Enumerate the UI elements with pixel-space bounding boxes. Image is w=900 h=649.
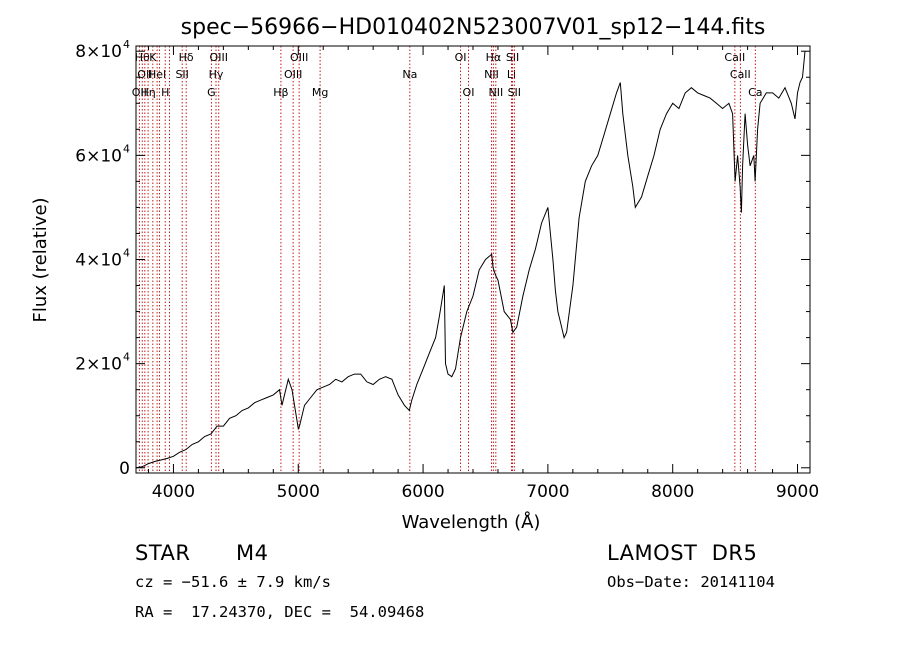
x-tick-label: 5000 [277, 482, 320, 502]
line-marker-label: Ca [748, 86, 762, 99]
x-tick-label: 4000 [152, 482, 195, 502]
line-marker-label: G [207, 86, 216, 99]
line-marker-label: H [161, 86, 169, 99]
line-marker-label: Hθ [135, 51, 150, 64]
y-tick-label: 0 [119, 459, 130, 479]
y-axis: 02×10 44×10 46×10 48×10 4 [75, 38, 810, 479]
line-marker-label: Hη [140, 86, 155, 99]
y-axis-label: Flux (relative) [30, 197, 51, 322]
object-class: STAR [135, 541, 191, 565]
line-marker-label: SII [506, 51, 519, 64]
line-marker-label: HeI [148, 68, 166, 81]
y-tick-label: 8×10 [75, 42, 122, 62]
line-marker-label: NII [488, 86, 503, 99]
spectrum-series-line [135, 51, 806, 469]
chart-title: spec−56966−HD010402N523007V01_sp12−144.f… [181, 15, 766, 40]
line-marker-label: OIII [210, 51, 228, 64]
line-marker-label: Hβ [273, 86, 288, 99]
line-marker-label: OII [137, 68, 152, 81]
line-markers-group: OIIHθOIIHηKHeIHSIIHδGHγOIIIHβOIIIOIIIMgN… [132, 46, 763, 473]
y-tick-label: 6×10 [75, 146, 122, 166]
line-marker-label: K [149, 51, 157, 64]
y-tick-label: 2×10 [75, 355, 122, 375]
ra-dec-coordinates: RA = 17.24370, DEC = 54.09468 [135, 603, 425, 621]
y-tick-exponent: 4 [123, 142, 130, 155]
line-marker-label: Hα [486, 51, 502, 64]
y-tick-exponent: 4 [123, 351, 130, 364]
line-marker-label: SII [175, 68, 188, 81]
line-marker-label: Na [402, 68, 417, 81]
x-tick-label: 7000 [526, 482, 569, 502]
plot-frame [135, 45, 811, 474]
line-marker-label: CaII [724, 51, 745, 64]
line-marker-label: Hγ [209, 68, 224, 81]
line-marker-label: Li [507, 68, 516, 81]
line-marker-label: NII [484, 68, 499, 81]
line-marker-label: Hδ [179, 51, 194, 64]
x-axis-label: Wavelength (Å) [402, 511, 541, 533]
line-marker-label: OIII [284, 68, 302, 81]
x-tick-label: 8000 [651, 482, 694, 502]
y-tick-label: 4×10 [75, 251, 122, 271]
y-tick-exponent: 4 [123, 38, 130, 51]
line-marker-label: OIII [290, 51, 308, 64]
y-tick-exponent: 4 [123, 247, 130, 260]
line-marker-label: Mg [312, 86, 328, 99]
x-tick-label: 6000 [401, 482, 444, 502]
x-tick-label: 9000 [776, 482, 819, 502]
object-subclass: M4 [236, 541, 269, 565]
observation-date: Obs−Date: 20141104 [607, 573, 775, 591]
line-marker-label: CaII [730, 68, 751, 81]
x-axis: 4000 5000 6000 7000 8000 9000 [147, 46, 819, 502]
line-marker-label: OI [455, 51, 467, 64]
line-marker-label: SII [508, 86, 521, 99]
redshift-cz: cz = −51.6 ± 7.9 km/s [135, 573, 331, 591]
survey-release: LAMOST DR5 [607, 541, 758, 565]
line-marker-label: OI [463, 86, 475, 99]
